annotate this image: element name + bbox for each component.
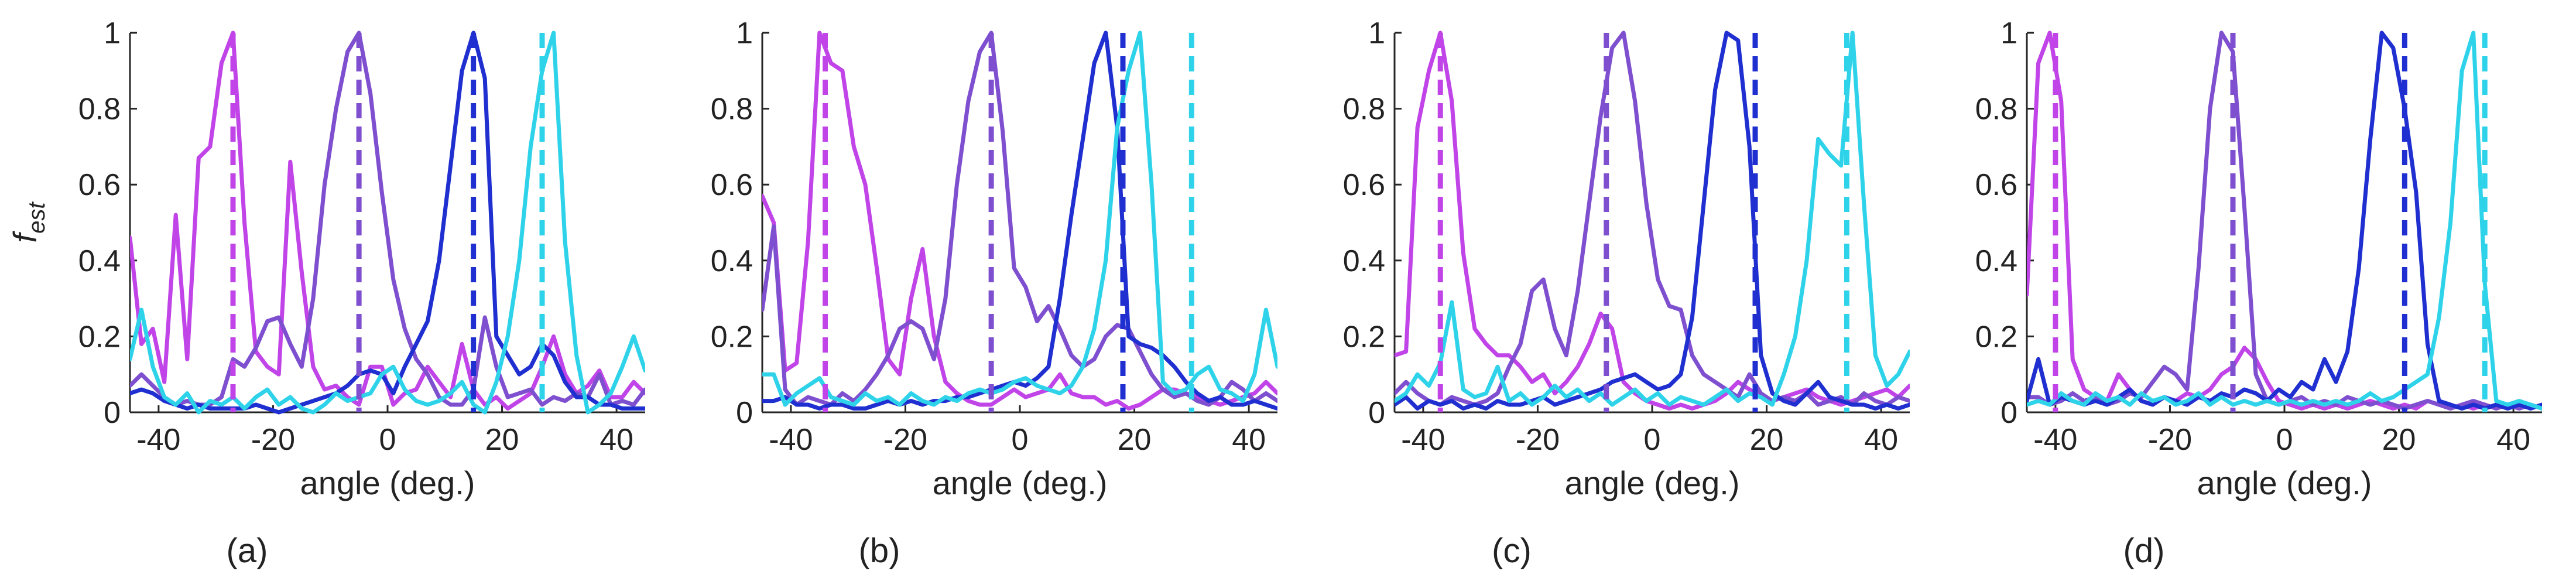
x-tick-label: -40 (136, 423, 180, 457)
y-tick-label: 0 (736, 396, 753, 430)
y-tick-label: 0.6 (1975, 168, 2017, 202)
series-group (2027, 30, 2542, 412)
series-line-purple (2027, 30, 2542, 411)
y-tick-label: 0.6 (711, 168, 753, 202)
chart-panel-d: 0 0.2 0.4 0.6 0.8 1 -40 -20 0 20 40 angle (deg.) (d) (1975, 16, 2542, 570)
x-tick-label: -20 (1516, 423, 1560, 457)
x-axis-label: angle (deg.) (933, 464, 1108, 501)
chart-panel-c: 0 0.2 0.4 0.6 0.8 1 -40 -20 0 20 40 angle (deg.) (c) (1343, 16, 1910, 570)
series-line-purple (130, 30, 645, 407)
x-axis-label: angle (deg.) (2197, 464, 2372, 501)
x-tick-label: 0 (379, 423, 396, 457)
series-line-blue (2027, 30, 2542, 411)
x-tick-label: -40 (1401, 423, 1445, 457)
x-tick-label: -20 (251, 423, 295, 457)
y-tick-label: 0.4 (1343, 244, 1385, 278)
x-tick-label: 40 (600, 423, 633, 457)
y-tick-label: 1 (2000, 16, 2017, 50)
y-tick-label: 0.2 (1343, 320, 1385, 354)
y-tick-label: 0.4 (1975, 244, 2017, 278)
y-tick-label: 0.4 (711, 244, 753, 278)
y-tick-label: 1 (1368, 16, 1385, 50)
series-line-cyan (1395, 30, 1910, 407)
x-tick-label: 40 (1232, 423, 1266, 457)
y-tick-label: 0 (2000, 396, 2017, 430)
x-tick-label: 20 (2382, 423, 2416, 457)
series-line-purple (762, 30, 1277, 407)
series-group (1395, 30, 1910, 412)
y-tick-label: 0.4 (78, 244, 121, 278)
series-line-cyan (2027, 30, 2542, 411)
y-tick-label: 0.6 (1343, 168, 1385, 202)
y-tick-label: 0.6 (78, 168, 121, 202)
x-axis-label: angle (deg.) (300, 464, 475, 501)
x-tick-label: 0 (2276, 423, 2293, 457)
chart-panel-b: 0 0.2 0.4 0.6 0.8 1 -40 -20 0 20 40 angle (deg.) (b) (711, 16, 1277, 570)
series-line-blue (130, 30, 645, 415)
x-tick-label: -40 (769, 423, 813, 457)
series-line-magenta (2027, 30, 2542, 411)
x-tick-label: 20 (1118, 423, 1152, 457)
panel-label: (b) (859, 532, 900, 570)
y-tick-label: 0.8 (711, 93, 753, 127)
series-line-purple (1395, 30, 1910, 407)
y-tick-label: 0.8 (1343, 93, 1385, 127)
panel-label: (c) (1492, 532, 1532, 570)
x-tick-label: 20 (1750, 423, 1784, 457)
y-tick-label: 0.2 (1975, 320, 2017, 354)
x-tick-label: 0 (1644, 423, 1661, 457)
series-group (762, 30, 1277, 412)
y-tick-label: 0.2 (78, 320, 121, 354)
x-tick-label: 40 (2496, 423, 2530, 457)
y-tick-label: 0.2 (711, 320, 753, 354)
x-tick-label: 40 (1864, 423, 1898, 457)
y-tick-label: 0.8 (78, 93, 121, 127)
y-axis-label: fest (6, 201, 50, 243)
series-line-cyan (762, 30, 1277, 407)
y-tick-label: 0 (104, 396, 121, 430)
series-group (130, 30, 645, 415)
series-line-magenta (762, 30, 1277, 411)
panel-label: (d) (2123, 532, 2165, 570)
series-line-cyan (130, 30, 645, 415)
y-tick-label: 1 (736, 16, 753, 50)
series-line-magenta (1395, 30, 1910, 411)
series-line-blue (1395, 30, 1910, 411)
y-tick-label: 0.8 (1975, 93, 2017, 127)
panel-label: (a) (227, 532, 268, 570)
x-tick-label: -20 (2148, 423, 2192, 457)
x-tick-label: 0 (1012, 423, 1029, 457)
series-line-blue (762, 30, 1277, 411)
x-tick-label: 20 (485, 423, 519, 457)
x-axis-label: angle (deg.) (1565, 464, 1740, 501)
x-tick-label: -20 (883, 423, 927, 457)
x-tick-label: -40 (2033, 423, 2077, 457)
chart-panel-a: 0 0.2 0.4 0.6 0.8 1 -40 -20 0 20 40 angle (deg.) fes… (6, 16, 645, 570)
y-axis-label-subscript: est (24, 201, 50, 234)
y-tick-label: 0 (1368, 396, 1385, 430)
y-tick-label: 1 (104, 16, 121, 50)
